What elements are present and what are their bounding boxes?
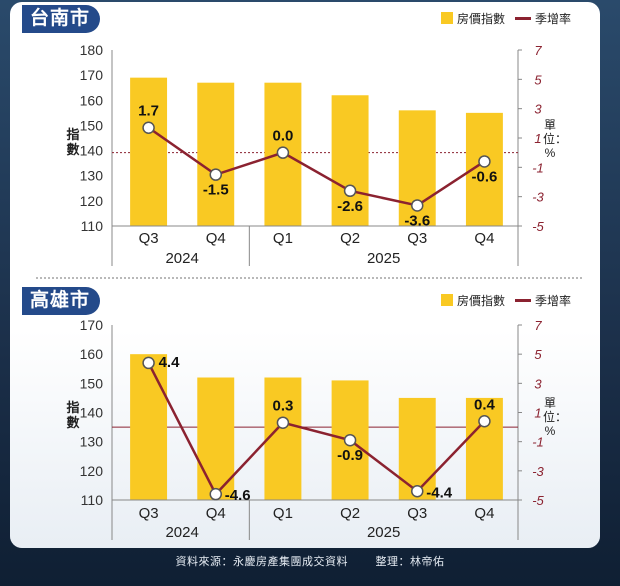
- y2-tick-label: 1: [534, 131, 541, 146]
- section-divider: [36, 277, 582, 279]
- qoq-data-label: -1.5: [203, 182, 229, 199]
- qoq-data-label: -3.6: [404, 212, 430, 229]
- x-tick-label: Q4: [474, 230, 494, 247]
- qoq-data-label: -0.6: [471, 168, 497, 185]
- qoq-point: [478, 415, 491, 428]
- y-tick-label: 120: [80, 463, 104, 479]
- x-tick-label: Q4: [206, 505, 226, 522]
- qoq-data-label: 4.4: [159, 354, 181, 371]
- legend-bar-swatch: [441, 12, 453, 24]
- qoq-point: [142, 356, 155, 370]
- city-title-kaohsiung: 高雄市: [22, 287, 101, 315]
- y-tick-label: 140: [80, 143, 104, 159]
- y-axis-label-tainan: 指數: [66, 127, 80, 157]
- qoq-data-label: -4.4: [426, 484, 453, 501]
- legend-tainan: 房價指數 季增率: [441, 10, 571, 26]
- qoq-point: [276, 146, 290, 159]
- year-label: 2025: [367, 250, 400, 267]
- qoq-data-label: 0.4: [474, 396, 496, 413]
- legend-kaohsiung: 房價指數 季增率: [441, 292, 571, 308]
- qoq-point: [478, 155, 491, 168]
- bar: [197, 82, 235, 226]
- y2-tick-label: 7: [534, 318, 542, 333]
- year-label: 2025: [367, 524, 400, 541]
- legend-bar-swatch: [441, 294, 453, 306]
- y2-tick-label: -1: [532, 435, 544, 450]
- y-tick-label: 110: [81, 218, 104, 234]
- y2-tick-label: -1: [532, 160, 544, 175]
- bar: [130, 354, 168, 500]
- year-label: 2024: [165, 250, 198, 267]
- y-tick-label: 140: [80, 405, 104, 421]
- y-tick-label: 110: [81, 492, 104, 508]
- legend-bar-label: 房價指數: [457, 294, 506, 308]
- source-note: 資料來源：永慶房產集團成交資料: [175, 556, 348, 568]
- qoq-point: [209, 168, 222, 181]
- qoq-point: [411, 199, 424, 212]
- qoq-point: [142, 121, 155, 134]
- footer: 資料來源：永慶房產集團成交資料 整理：林帝佑: [0, 553, 620, 569]
- bar: [130, 77, 168, 227]
- x-tick-label: Q4: [206, 230, 226, 247]
- x-tick-label: Q4: [474, 505, 494, 522]
- qoq-data-label: 0.3: [272, 398, 293, 415]
- x-tick-label: Q2: [340, 230, 360, 247]
- qoq-point: [343, 184, 357, 198]
- x-tick-label: Q1: [273, 230, 293, 247]
- bar: [465, 397, 503, 500]
- x-tick-label: Q3: [407, 230, 427, 247]
- qoq-point: [276, 416, 290, 429]
- y2-tick-label: 3: [534, 102, 542, 117]
- qoq-data-label: -2.6: [337, 198, 363, 215]
- y-tick-label: 160: [80, 346, 104, 362]
- y2-tick-label: -5: [532, 493, 544, 508]
- y2-tick-label: -3: [532, 190, 544, 205]
- qoq-data-label: -4.6: [225, 487, 251, 504]
- legend-line-swatch: [515, 17, 532, 20]
- x-tick-label: Q3: [407, 505, 427, 522]
- y-tick-label: 160: [80, 92, 104, 108]
- qoq-point: [209, 487, 222, 501]
- qoq-series-line: [147, 362, 486, 497]
- legend-line-label: 季增率: [535, 12, 572, 26]
- x-tick-label: Q1: [273, 505, 293, 522]
- legend-line-swatch: [515, 299, 532, 302]
- city-title-tainan: 台南市: [22, 5, 101, 33]
- x-tick-label: Q3: [139, 505, 159, 522]
- legend-line-label: 季增率: [535, 294, 572, 308]
- y-tick-label: 170: [80, 67, 104, 83]
- x-tick-label: Q2: [340, 505, 360, 522]
- y-tick-label: 180: [80, 42, 104, 58]
- qoq-data-label: 1.7: [138, 103, 159, 120]
- y-tick-label: 120: [80, 193, 104, 209]
- qoq-point: [343, 433, 357, 447]
- qoq-point: [411, 485, 424, 498]
- y-tick-label: 150: [80, 117, 104, 133]
- editor-note: 整理：林帝佑: [375, 556, 445, 568]
- y2-tick-label: -5: [532, 219, 544, 234]
- y-tick-label: 150: [80, 375, 104, 391]
- bar: [331, 95, 369, 226]
- y2-tick-label: 5: [534, 347, 542, 362]
- y2-tick-label: 1: [534, 406, 541, 421]
- y2-tick-label: 3: [534, 376, 542, 391]
- y-axis-label-kaohsiung: 指數: [66, 400, 80, 430]
- y-tick-label: 130: [80, 168, 104, 184]
- bar: [264, 377, 302, 500]
- x-tick-label: Q3: [139, 230, 159, 247]
- y2-tick-label: 7: [534, 43, 542, 58]
- qoq-series-line: [147, 126, 486, 207]
- legend-bar-label: 房價指數: [457, 12, 506, 26]
- y-tick-label: 130: [80, 434, 104, 450]
- year-label: 2024: [165, 524, 198, 541]
- qoq-data-label: -0.9: [337, 447, 363, 464]
- qoq-data-label: 0.0: [272, 128, 293, 145]
- y2-tick-label: 5: [534, 72, 542, 87]
- y-tick-label: 170: [80, 317, 104, 333]
- y2-tick-label: -3: [532, 464, 544, 479]
